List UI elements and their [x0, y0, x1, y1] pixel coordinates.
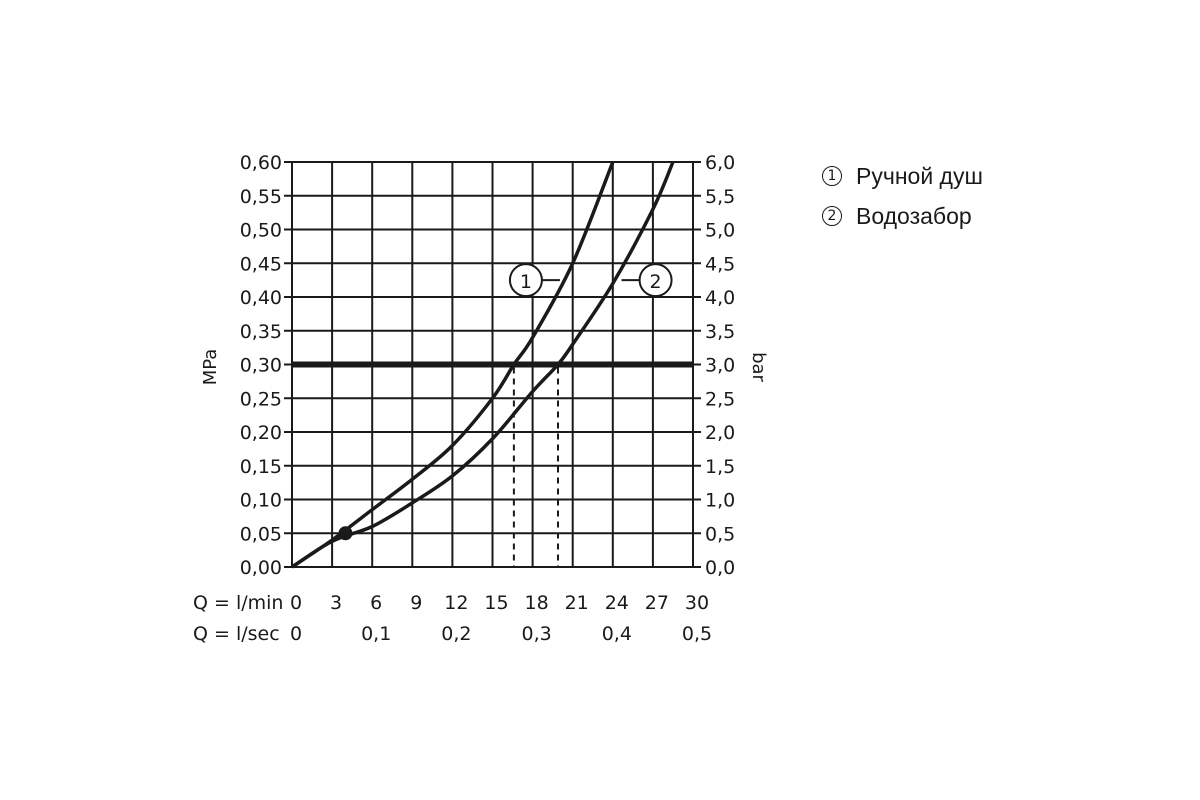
x-tick-label-min: 21 — [565, 592, 589, 614]
legend-number: 1 — [822, 166, 842, 186]
x-tick-label-min: 9 — [410, 592, 422, 614]
y-tick-label-right: 5,0 — [705, 220, 735, 242]
y-tick-label-right: 2,0 — [705, 422, 735, 444]
y-tick-label-left: 0,25 — [240, 388, 282, 410]
x-axis-label-sec: Q = l/sec — [193, 623, 280, 645]
legend-label: Ручной душ — [856, 162, 983, 189]
x-tick-label-min: 6 — [370, 592, 382, 614]
y-tick-label-left: 0,05 — [240, 523, 282, 545]
y-tick-label-left: 0,15 — [240, 456, 282, 478]
series-label-1: 1 — [520, 271, 532, 293]
x-tick-label-min: 30 — [685, 592, 709, 614]
y-tick-label-left: 0,40 — [240, 287, 282, 309]
x-tick-label-min: 15 — [484, 592, 508, 614]
x-tick-label-sec: 0,1 — [361, 623, 391, 645]
legend-item-spout: 2 Водозабор — [822, 196, 983, 236]
y-tick-label-right: 3,0 — [705, 355, 735, 377]
y-tick-label-right: 5,5 — [705, 186, 735, 208]
x-tick-label-min: 0 — [290, 592, 302, 614]
legend-label: Водозабор — [856, 202, 972, 229]
series-label-circle-1 — [508, 263, 543, 298]
x-tick-label-sec: 0,3 — [521, 623, 551, 645]
y-tick-label-left: 0,00 — [240, 557, 282, 579]
y-tick-label-right: 1,0 — [705, 490, 735, 512]
y-tick-label-right: 6,0 — [705, 152, 735, 174]
y-tick-label-right: 4,0 — [705, 287, 735, 309]
y-tick-label-left: 0,35 — [240, 321, 282, 343]
series-line-1 — [291, 161, 615, 569]
y-tick-label-right: 2,5 — [705, 388, 735, 410]
y-tick-label-left: 0,20 — [240, 422, 282, 444]
legend-item-hand-shower: 1 Ручной душ — [822, 156, 983, 196]
x-tick-label-min: 3 — [330, 592, 342, 614]
y-tick-label-left: 0,60 — [240, 152, 282, 174]
y-tick-label-right: 3,5 — [705, 321, 735, 343]
x-tick-label-sec: 0,4 — [602, 623, 632, 645]
y-axis-title-left: MPa — [200, 349, 221, 386]
x-axis-label-min: Q = l/min — [193, 592, 283, 614]
y-tick-label-left: 0,50 — [240, 220, 282, 242]
x-tick-label-min: 12 — [444, 592, 468, 614]
y-tick-label-right: 0,5 — [705, 523, 735, 545]
y-tick-label-left: 0,10 — [240, 490, 282, 512]
x-tick-label-min: 24 — [605, 592, 629, 614]
y-tick-label-right: 4,5 — [705, 253, 735, 275]
series-label-circle-2 — [638, 263, 673, 298]
tick-labels: 0,000,050,100,150,200,250,300,350,400,45… — [240, 152, 736, 645]
y-axis-title-right: bar — [748, 352, 769, 382]
y-tick-label-left: 0,55 — [240, 186, 282, 208]
x-tick-label-sec: 0,5 — [682, 623, 712, 645]
x-tick-label-sec: 0,2 — [441, 623, 471, 645]
y-tick-label-left: 0,45 — [240, 253, 282, 275]
y-tick-label-right: 0,0 — [705, 557, 735, 579]
series-line-2 — [291, 161, 675, 569]
x-tick-label-min: 27 — [645, 592, 669, 614]
series-label-2: 2 — [650, 271, 662, 293]
y-tick-label-right: 1,5 — [705, 456, 735, 478]
x-tick-label-min: 18 — [525, 592, 549, 614]
legend: 1 Ручной душ 2 Водозабор — [822, 156, 983, 236]
legend-number: 2 — [822, 206, 842, 226]
reference-layer — [292, 361, 693, 567]
data-point-marker — [338, 526, 353, 541]
y-tick-label-left: 0,30 — [240, 355, 282, 377]
x-tick-label-sec: 0 — [290, 623, 302, 645]
